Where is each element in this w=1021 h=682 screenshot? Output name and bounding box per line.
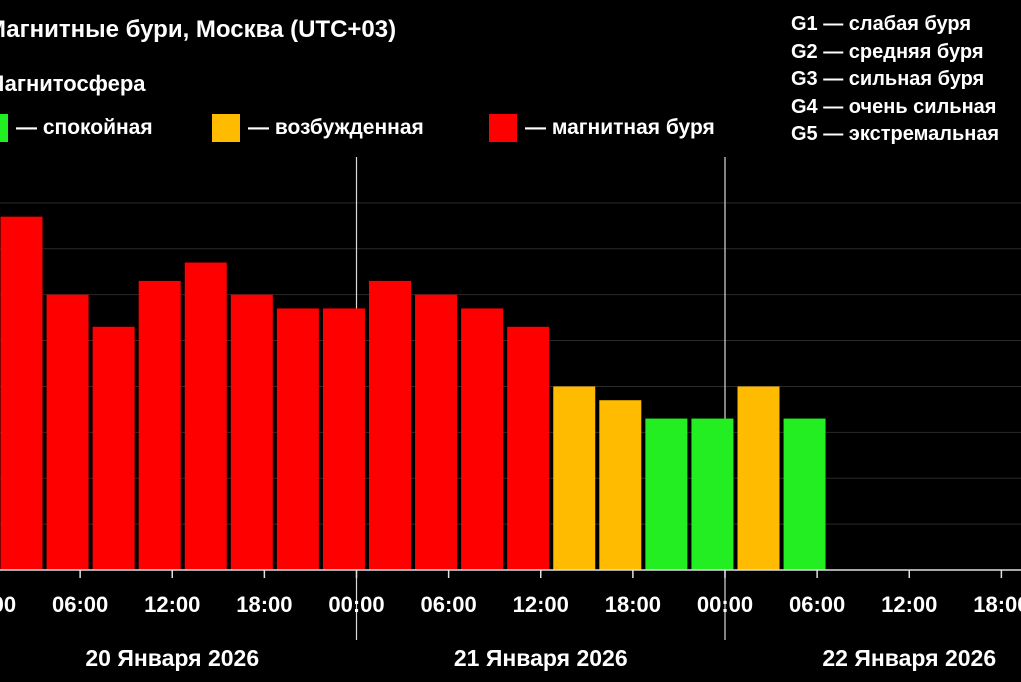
x-tick-label: 06:00 [789, 592, 845, 617]
x-tick-label: 12:00 [513, 592, 569, 617]
bar [737, 386, 780, 570]
bar [553, 386, 596, 570]
bar [415, 294, 458, 570]
day-label: 20 Января 2026 [85, 645, 259, 671]
x-tick-label: 00:00 [0, 592, 16, 617]
x-tick-label: 18:00 [605, 592, 661, 617]
bar [322, 308, 365, 570]
g-scale-item-g2: G2 — средняя буря [791, 40, 984, 63]
g-scale-legend: G1 — слабая буря G2 — средняя буря G3 — … [791, 11, 999, 149]
bar [230, 294, 273, 570]
x-tick-label: 18:00 [236, 592, 292, 617]
g-scale-item-g3: G3 — сильная буря [791, 68, 985, 90]
legend-storm: — магнитная буря [489, 114, 715, 142]
legend-storm-swatch [489, 114, 517, 142]
bar [691, 418, 734, 570]
legend-excited-swatch [212, 114, 240, 142]
bar [184, 262, 227, 570]
bar [92, 326, 135, 570]
bar [276, 308, 319, 570]
x-tick-label: 00:00 [328, 592, 384, 617]
bar [0, 216, 43, 570]
x-tick-label: 12:00 [881, 592, 937, 617]
bar [599, 400, 642, 570]
chart-subtitle: Магнитосфера [0, 71, 146, 96]
bar [507, 326, 550, 570]
legend-calm: — спокойная [0, 114, 153, 142]
legend-storm-label: — магнитная буря [525, 116, 715, 139]
day-label: 22 Января 2026 [822, 645, 996, 671]
x-tick-label: 00:00 [697, 592, 753, 617]
x-tick-label: 06:00 [52, 592, 108, 617]
bar [461, 308, 504, 570]
bar [369, 280, 411, 570]
bar [783, 418, 826, 570]
g-scale-item-g5: G5 — экстремальная [791, 123, 1000, 145]
bar [46, 294, 89, 570]
chart-title: Магнитные бури, Москва (UTC+03) [0, 16, 397, 43]
bar [138, 280, 181, 570]
g-scale-item-g4: G4 — очень сильная [791, 95, 997, 118]
day-label: 21 Января 2026 [454, 645, 628, 671]
g-scale-item-g1: G1 — слабая буря [791, 13, 972, 35]
legend-excited-label: — возбужденная [248, 116, 424, 139]
legend-calm-swatch [0, 114, 8, 142]
legend-excited: — возбужденная [212, 114, 424, 142]
x-tick-label: 18:00 [973, 592, 1021, 617]
legend-calm-label: — спокойная [16, 116, 153, 139]
x-tick-label: 06:00 [420, 592, 476, 617]
x-tick-label: 12:00 [144, 592, 200, 617]
bar [645, 418, 688, 570]
